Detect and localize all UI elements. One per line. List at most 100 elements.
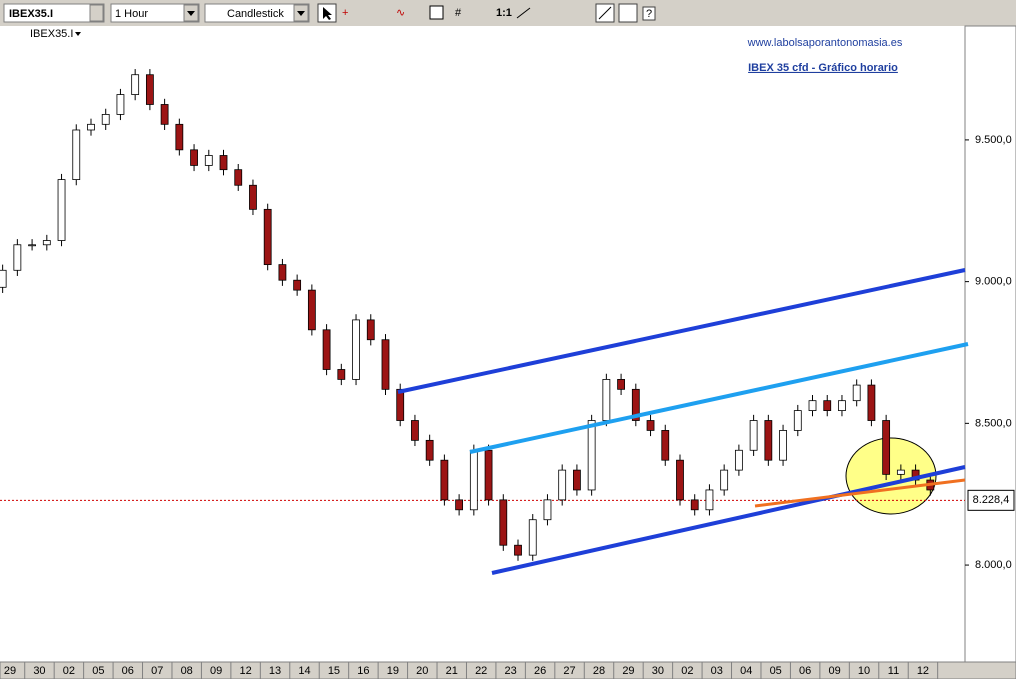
symbol-box[interactable] (3, 3, 105, 23)
candle-body (381, 339, 390, 390)
price-axis (964, 25, 1016, 663)
symbol: IBEX35.I (9, 8, 53, 20)
candle-body (587, 420, 596, 491)
candle-body (528, 519, 537, 556)
website: www.labolsaporantonomasia.es (747, 37, 903, 49)
x-tick-label: 05 (92, 665, 104, 677)
candle-body (307, 289, 316, 331)
candle-body (764, 420, 773, 461)
candle-body (425, 439, 434, 461)
candle-body (440, 459, 449, 501)
candle-body (499, 499, 508, 546)
candle-body (249, 184, 257, 210)
candle-body (145, 74, 154, 105)
candle-body (631, 388, 640, 421)
x-tick-label: 06 (799, 665, 811, 677)
candle-body (116, 94, 125, 115)
candle-body (484, 449, 493, 501)
candle-body (543, 499, 552, 521)
x-tick-label: 04 (740, 665, 752, 677)
x-tick-label: 23 (505, 665, 517, 677)
candle-body (867, 384, 876, 421)
x-tick-label: 30 (33, 665, 45, 677)
indicator-tool[interactable]: ∿ (396, 7, 405, 19)
x-tick-label: 30 (652, 665, 664, 677)
candle-body (234, 169, 243, 186)
chart-type-box[interactable] (204, 3, 310, 23)
candle-body (396, 388, 405, 421)
symbol-button[interactable] (89, 4, 104, 22)
candle-body (602, 379, 611, 421)
zoom-label[interactable]: 1:1 (496, 7, 512, 19)
candle-body (514, 544, 522, 556)
candle-body (57, 179, 66, 241)
trend-line (754, 478, 966, 508)
x-tick-label: 06 (122, 665, 134, 677)
candle-body (705, 489, 714, 511)
text-tool[interactable] (429, 5, 444, 20)
chart-title: IBEX 35 cfd - Gráfico horario (748, 62, 898, 74)
x-tick-label: 08 (181, 665, 193, 677)
y-tick-label: 8.000,0 (975, 559, 1012, 571)
candle-body (896, 469, 905, 475)
candle-body (455, 499, 464, 511)
x-tick-label: 13 (269, 665, 281, 677)
candle-body (676, 459, 684, 501)
help-icon: ? (646, 8, 652, 20)
candle-body (219, 155, 228, 171)
candle-body (263, 208, 272, 266)
candle-body (278, 264, 287, 281)
candle-body (558, 469, 567, 501)
x-tick-label: 02 (681, 665, 693, 677)
grid-tool[interactable]: # (455, 7, 462, 19)
candle-body (131, 74, 140, 95)
x-tick-label: 15 (328, 665, 340, 677)
x-tick-label: 10 (858, 665, 870, 677)
candle-body (690, 499, 699, 511)
candle-body (646, 420, 655, 431)
trend-line (491, 465, 966, 575)
candle-body (838, 400, 846, 411)
candle-body (204, 155, 213, 166)
candle-body (42, 240, 51, 246)
crosshair-tool[interactable]: + (342, 7, 348, 19)
x-tick-label: 09 (210, 665, 222, 677)
y-tick-label: 9.000,0 (975, 276, 1012, 288)
x-tick-label: 12 (239, 665, 251, 677)
timeframe-box[interactable] (110, 3, 200, 23)
highlight-ellipse (845, 437, 937, 515)
x-tick-label: 11 (888, 665, 899, 677)
candle-body (469, 449, 478, 511)
x-tick-label: 07 (151, 665, 163, 677)
candle-body (720, 469, 729, 491)
candle-body (72, 129, 81, 180)
candle-body (190, 149, 198, 166)
x-tick-label: 26 (534, 665, 546, 677)
x-tick-label: 09 (828, 665, 840, 677)
time-axis (0, 661, 1016, 679)
line-tool[interactable] (516, 7, 531, 19)
last-price-box (967, 489, 1015, 511)
x-tick-label: 02 (63, 665, 75, 677)
x-tick-label: 20 (416, 665, 428, 677)
help-button[interactable] (642, 6, 656, 21)
x-tick-label: 03 (711, 665, 723, 677)
x-tick-label: 12 (917, 665, 929, 677)
timeframe: 1 Hour (115, 8, 148, 20)
tools-button[interactable] (618, 3, 638, 23)
trend-line (469, 342, 969, 454)
candle-body (808, 400, 817, 411)
candle-body (779, 430, 787, 461)
x-tick-label: 19 (387, 665, 399, 677)
x-tick-label: 14 (298, 665, 310, 677)
candle-body (0, 269, 7, 288)
x-tick-label: 16 (357, 665, 369, 677)
plot-area (0, 26, 965, 662)
candle-body (882, 420, 891, 475)
x-tick-label: 22 (475, 665, 487, 677)
x-tick-label: 05 (770, 665, 782, 677)
x-tick-label: 29 (622, 665, 634, 677)
candle-body (661, 430, 670, 461)
candle-body (411, 420, 419, 441)
